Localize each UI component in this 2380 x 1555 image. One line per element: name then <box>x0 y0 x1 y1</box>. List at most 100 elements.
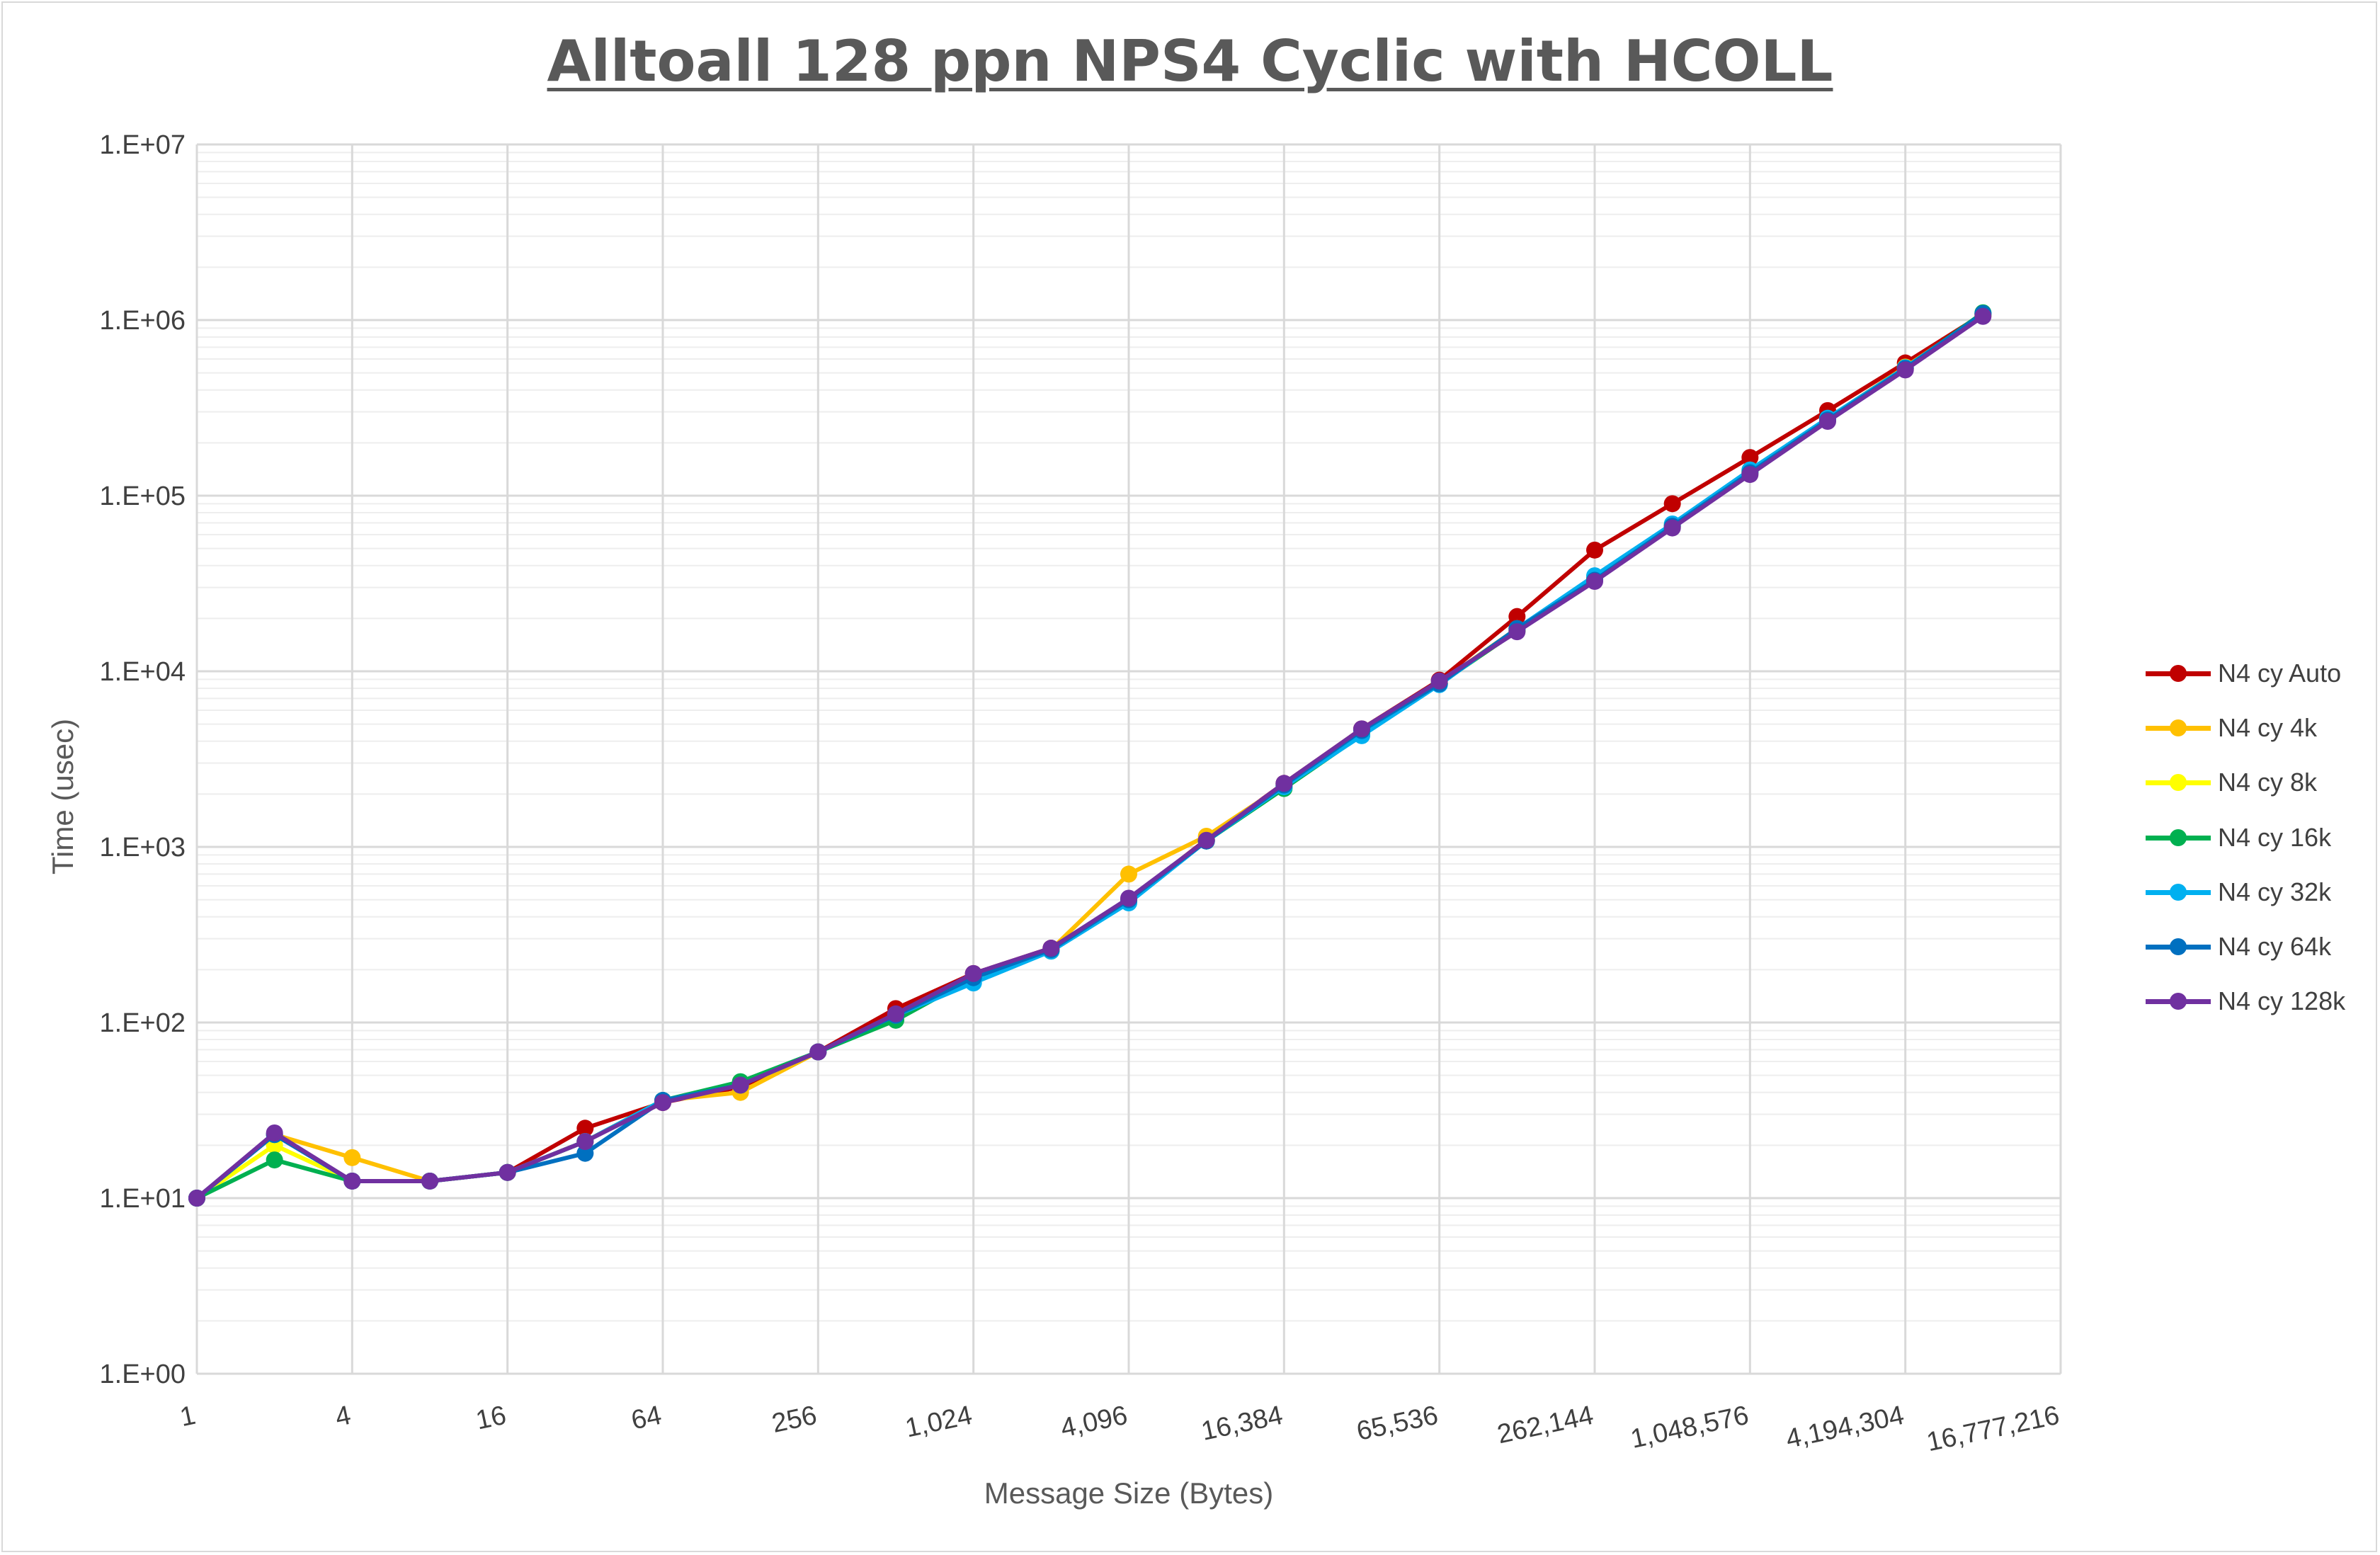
x-tick-label: 4,194,304 <box>1783 1401 1906 1454</box>
data-point <box>266 1124 283 1141</box>
data-point <box>1819 413 1836 431</box>
legend-marker <box>2170 883 2187 901</box>
data-point <box>887 1005 904 1023</box>
series-line <box>195 312 1986 1200</box>
legend-swatch <box>2146 714 2211 742</box>
legend-swatch <box>2146 987 2211 1015</box>
y-tick-label: 1.E+03 <box>100 833 186 862</box>
series-layer <box>188 304 1992 1207</box>
data-point <box>809 1043 827 1061</box>
data-point <box>1120 889 1137 907</box>
legend-swatch <box>2146 768 2211 797</box>
x-tick-label: 4 <box>333 1401 353 1432</box>
data-point <box>576 1144 594 1162</box>
data-point <box>1586 573 1603 591</box>
data-point <box>964 964 982 982</box>
x-tick-label: 1,048,576 <box>1628 1401 1751 1454</box>
y-axis-ticks: 1.E+00 1.E+01 1.E+02 1.E+03 1.E+04 1.E+05 1.E+… <box>100 130 186 1389</box>
series-n4-cy-auto <box>188 305 1992 1207</box>
legend-label: N4 cy 4k <box>2218 712 2318 742</box>
legend: N4 cy Auto N4 cy 4k N4 cy 8k N4 cy 16k N4 cy… <box>2146 646 2372 1029</box>
legend-label: N4 cy Auto <box>2218 658 2342 688</box>
legend-item: N4 cy 32k <box>2146 865 2372 919</box>
x-tick-label: 1 <box>177 1401 198 1432</box>
y-tick-label: 1.E+01 <box>100 1184 186 1214</box>
y-axis-label: Time (usec) <box>46 719 79 875</box>
x-tick-label: 256 <box>769 1401 819 1439</box>
data-point <box>343 1149 361 1166</box>
x-tick-label: 1,024 <box>903 1401 975 1444</box>
y-tick-label: 1.E+07 <box>100 130 186 160</box>
legend-marker <box>2170 993 2187 1010</box>
data-point <box>1275 775 1293 792</box>
legend-item: N4 cy 64k <box>2146 919 2372 974</box>
x-axis-ticks: 1 4 16 64 256 1,024 4,096 16,384 65,536 262,144 1,… <box>177 1401 2061 1458</box>
legend-item: N4 cy Auto <box>2146 646 2372 700</box>
legend-label: N4 cy 64k <box>2218 932 2332 962</box>
legend-swatch <box>2146 659 2211 688</box>
data-point <box>1974 307 1992 325</box>
x-tick-label: 16 <box>473 1401 508 1436</box>
x-tick-label: 16,384 <box>1199 1401 1285 1447</box>
data-point <box>1353 720 1370 738</box>
legend-marker <box>2170 719 2187 736</box>
data-point <box>1741 449 1759 467</box>
legend-item: N4 cy 8k <box>2146 756 2372 810</box>
data-point <box>1586 541 1603 559</box>
data-point <box>1197 831 1215 849</box>
legend-swatch <box>2146 824 2211 852</box>
legend-marker <box>2170 938 2187 956</box>
data-point <box>1120 865 1137 883</box>
x-tick-label: 65,536 <box>1354 1401 1440 1447</box>
legend-label: N4 cy 32k <box>2218 877 2332 906</box>
legend-item: N4 cy 128k <box>2146 974 2372 1029</box>
data-point <box>1508 623 1526 641</box>
series-n4-cy-4k <box>188 306 1992 1207</box>
chart-title: Alltoall 128 ppn NPS4 Cyclic with HCOLL <box>547 28 1833 94</box>
series-n4-cy-32k <box>188 305 1992 1207</box>
y-tick-label: 1.E+00 <box>100 1360 186 1389</box>
series-line <box>195 310 1986 1200</box>
data-point <box>188 1190 205 1207</box>
data-point <box>1042 940 1060 957</box>
legend-label: N4 cy 16k <box>2218 822 2332 852</box>
series-line <box>195 312 1986 1200</box>
series-line <box>195 313 1986 1200</box>
legend-item: N4 cy 4k <box>2146 700 2372 755</box>
data-point <box>343 1172 361 1190</box>
data-point <box>576 1120 594 1137</box>
x-axis-label: Message Size (Bytes) <box>984 1476 1273 1510</box>
y-tick-label: 1.E+04 <box>100 657 186 687</box>
data-point <box>266 1151 283 1169</box>
data-point <box>499 1163 516 1181</box>
legend-swatch <box>2146 933 2211 961</box>
series-n4-cy-16k <box>188 304 1992 1207</box>
data-point <box>1741 466 1759 484</box>
series-n4-cy-64k <box>188 304 1992 1207</box>
legend-label: N4 cy 8k <box>2218 768 2318 797</box>
legend-item: N4 cy 16k <box>2146 810 2372 865</box>
series-line <box>195 311 1986 1200</box>
y-tick-label: 1.E+06 <box>100 306 186 336</box>
data-point <box>1508 608 1526 625</box>
data-point <box>731 1076 749 1094</box>
data-point <box>1896 361 1914 379</box>
legend-marker <box>2170 664 2187 682</box>
data-point <box>1430 672 1448 690</box>
legend-marker <box>2170 774 2187 792</box>
legend-marker <box>2170 828 2187 846</box>
legend-label: N4 cy 128k <box>2218 986 2346 1016</box>
data-point <box>421 1172 438 1190</box>
major-gridlines <box>195 143 2062 1375</box>
x-tick-label: 16,777,216 <box>1924 1401 2062 1458</box>
y-tick-label: 1.E+05 <box>100 482 186 511</box>
data-point <box>654 1094 671 1112</box>
series-n4-cy-128k <box>188 307 1992 1207</box>
data-point <box>576 1133 594 1151</box>
x-tick-label: 262,144 <box>1495 1401 1596 1450</box>
series-line <box>195 312 1986 1200</box>
series-n4-cy-8k <box>188 307 1992 1207</box>
x-tick-label: 4,096 <box>1058 1401 1130 1444</box>
